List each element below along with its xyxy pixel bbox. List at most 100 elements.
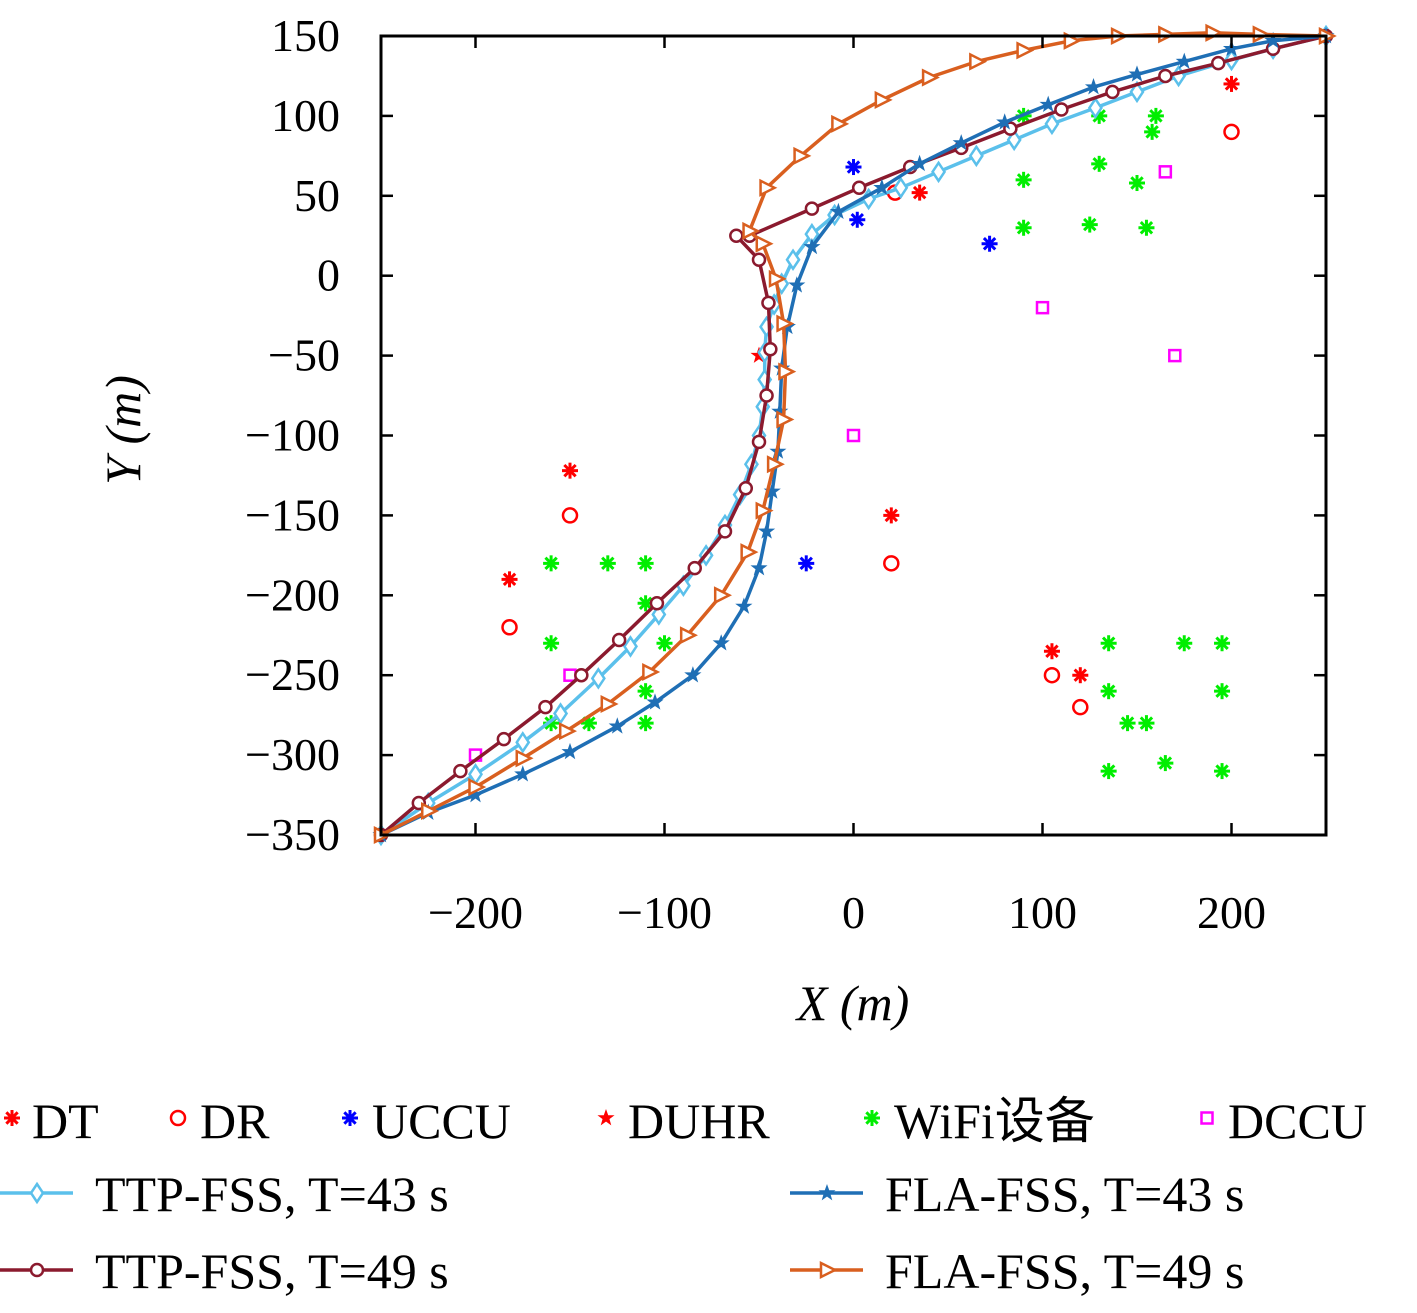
series-marker (804, 201, 820, 216)
data-point (1176, 635, 1193, 652)
y-tick-label: 50 (294, 170, 340, 221)
legend-marker (169, 1109, 187, 1127)
data-point (1214, 683, 1231, 700)
series-marker (622, 635, 638, 658)
series-marker (1222, 39, 1241, 57)
series-marker (759, 388, 774, 403)
data-point (543, 555, 560, 572)
y-tick-label: −150 (245, 489, 340, 540)
series-marker (1087, 96, 1103, 120)
data-point (1144, 123, 1161, 140)
legend: DT DR UCCU DUHR WiFi设备 DCCU TTP-FSS, T=43 s FLA… (0, 1093, 1367, 1299)
y-tick-label: −250 (245, 649, 340, 700)
legend-label: WiFi设备 (894, 1093, 1095, 1149)
y-tick-label: −50 (268, 330, 340, 381)
legend-marker (818, 1183, 836, 1201)
data-point (1100, 635, 1117, 652)
scatter-series (798, 159, 998, 572)
series-marker (561, 742, 579, 760)
series-marker (611, 632, 627, 648)
y-axis-title: Y (m) (95, 375, 151, 485)
legend-label: DT (32, 1093, 99, 1149)
data-point (846, 428, 861, 443)
data-point (911, 184, 928, 201)
series-marker (642, 662, 661, 682)
legend-label: TTP-FSS, T=43 s (95, 1166, 449, 1222)
series-line (380, 31, 1327, 837)
series-marker (831, 114, 850, 133)
legend-marker (342, 1110, 358, 1126)
y-tick-label: −350 (245, 809, 340, 860)
series-marker (776, 314, 795, 333)
series-marker (751, 252, 767, 267)
series-marker (1175, 52, 1193, 69)
data-point (1043, 666, 1061, 684)
legend-item: DT (4, 1093, 99, 1149)
x-tick-label: 200 (1197, 887, 1266, 938)
scatter-series (543, 107, 1231, 780)
series-marker (785, 248, 801, 271)
series-marker (679, 626, 698, 645)
data-point (1091, 155, 1108, 172)
data-point (1015, 171, 1032, 188)
series-marker (761, 295, 776, 311)
series-marker (738, 480, 754, 496)
data-point (1100, 763, 1117, 780)
series-marker (553, 702, 569, 725)
series-marker (921, 68, 940, 87)
y-tick-label: 150 (271, 10, 340, 61)
series-marker (515, 749, 534, 768)
series-marker (713, 586, 732, 605)
series-marker (1158, 25, 1177, 44)
data-point (1157, 755, 1174, 772)
data-point (599, 555, 616, 572)
series-marker (763, 341, 778, 357)
series-marker (740, 543, 759, 562)
x-ticks: −200 −100 0 100 200 (428, 36, 1266, 938)
series-marker (1252, 25, 1271, 44)
legend-label: DR (200, 1093, 270, 1149)
data-point (1168, 348, 1182, 363)
legend-label: FLA-FSS, T=49 s (885, 1243, 1244, 1299)
y-ticks: 150 100 50 0 −50 −100 −150 −200 −250 −300 −350 (245, 10, 1326, 860)
series-marker (757, 522, 776, 539)
legend-item: FLA-FSS, T=43 s (790, 1166, 1244, 1222)
series-marker (778, 362, 797, 381)
legend-item: TTP-FSS, T=43 s (0, 1166, 449, 1222)
data-point (501, 619, 518, 636)
legend-marker (1200, 1111, 1214, 1125)
scatter-series (501, 75, 1240, 684)
series-marker (421, 802, 440, 821)
y-tick-label: −100 (245, 410, 340, 461)
legend-label: UCCU (372, 1093, 511, 1149)
series-marker (646, 693, 664, 710)
legend-marker (29, 1262, 45, 1278)
y-axis-label: Y (m) (95, 375, 151, 485)
data-point (543, 635, 560, 652)
trajectory-series (373, 24, 1334, 847)
series-marker (776, 410, 795, 429)
series-line (379, 34, 1327, 837)
data-point (563, 668, 577, 682)
series-marker (893, 176, 909, 200)
data-point (1035, 300, 1050, 315)
x-tick-label: 0 (842, 887, 865, 938)
data-point (1138, 715, 1155, 732)
series-marker (735, 597, 753, 614)
series-marker (803, 237, 821, 255)
y-tick-label: 0 (317, 250, 340, 301)
y-tick-label: 100 (271, 90, 340, 141)
series-marker (558, 722, 578, 741)
series-marker (684, 666, 702, 683)
series-marker (468, 778, 487, 797)
legend-marker (597, 1108, 615, 1126)
data-point (501, 571, 518, 588)
series-marker (1084, 78, 1103, 95)
scatter-series (468, 165, 1182, 762)
series-marker (453, 763, 468, 779)
data-point (561, 507, 579, 524)
data-point (1129, 175, 1145, 192)
series-marker (1039, 95, 1057, 113)
legend-label: DCCU (1228, 1093, 1367, 1149)
axes-frame (379, 34, 1328, 837)
